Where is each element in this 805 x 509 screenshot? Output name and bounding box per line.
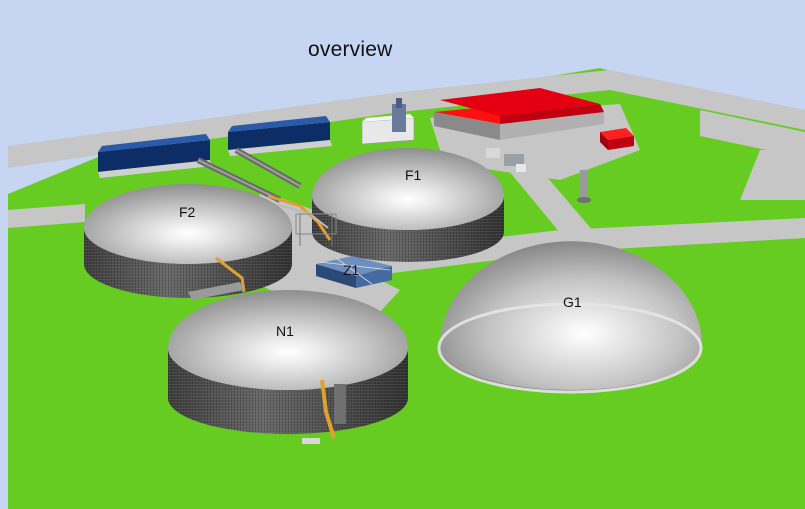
- tank-n1[interactable]: [168, 290, 408, 434]
- control-building: [361, 98, 415, 145]
- storage-shed-left: [98, 134, 212, 178]
- red-building: [434, 88, 604, 140]
- storage-shed-right: [228, 116, 332, 156]
- stairs-f2: [188, 256, 246, 300]
- gas-flare: [577, 170, 591, 203]
- sky-left-cut: [0, 250, 8, 509]
- red-container: [600, 128, 634, 150]
- tank-label-n1[interactable]: N1: [276, 323, 294, 339]
- road-right-vertical: [740, 150, 805, 200]
- station-label-z1[interactable]: Z1: [343, 262, 360, 278]
- piping-central: [267, 194, 337, 246]
- road-right: [700, 110, 805, 158]
- piping-n1: [302, 379, 346, 444]
- conveyors: [196, 147, 302, 203]
- tank-f1[interactable]: [312, 148, 504, 262]
- road-left: [8, 204, 85, 228]
- view-title: overview: [308, 38, 393, 61]
- tank-g1[interactable]: [437, 241, 703, 394]
- equipment-cluster: [486, 148, 526, 172]
- tank-label-f2[interactable]: F2: [179, 204, 196, 220]
- tank-label-f1[interactable]: F1: [405, 167, 422, 183]
- pump-station-z1[interactable]: [316, 256, 392, 288]
- tank-f2[interactable]: [84, 184, 292, 298]
- tank-label-g1[interactable]: G1: [563, 294, 582, 310]
